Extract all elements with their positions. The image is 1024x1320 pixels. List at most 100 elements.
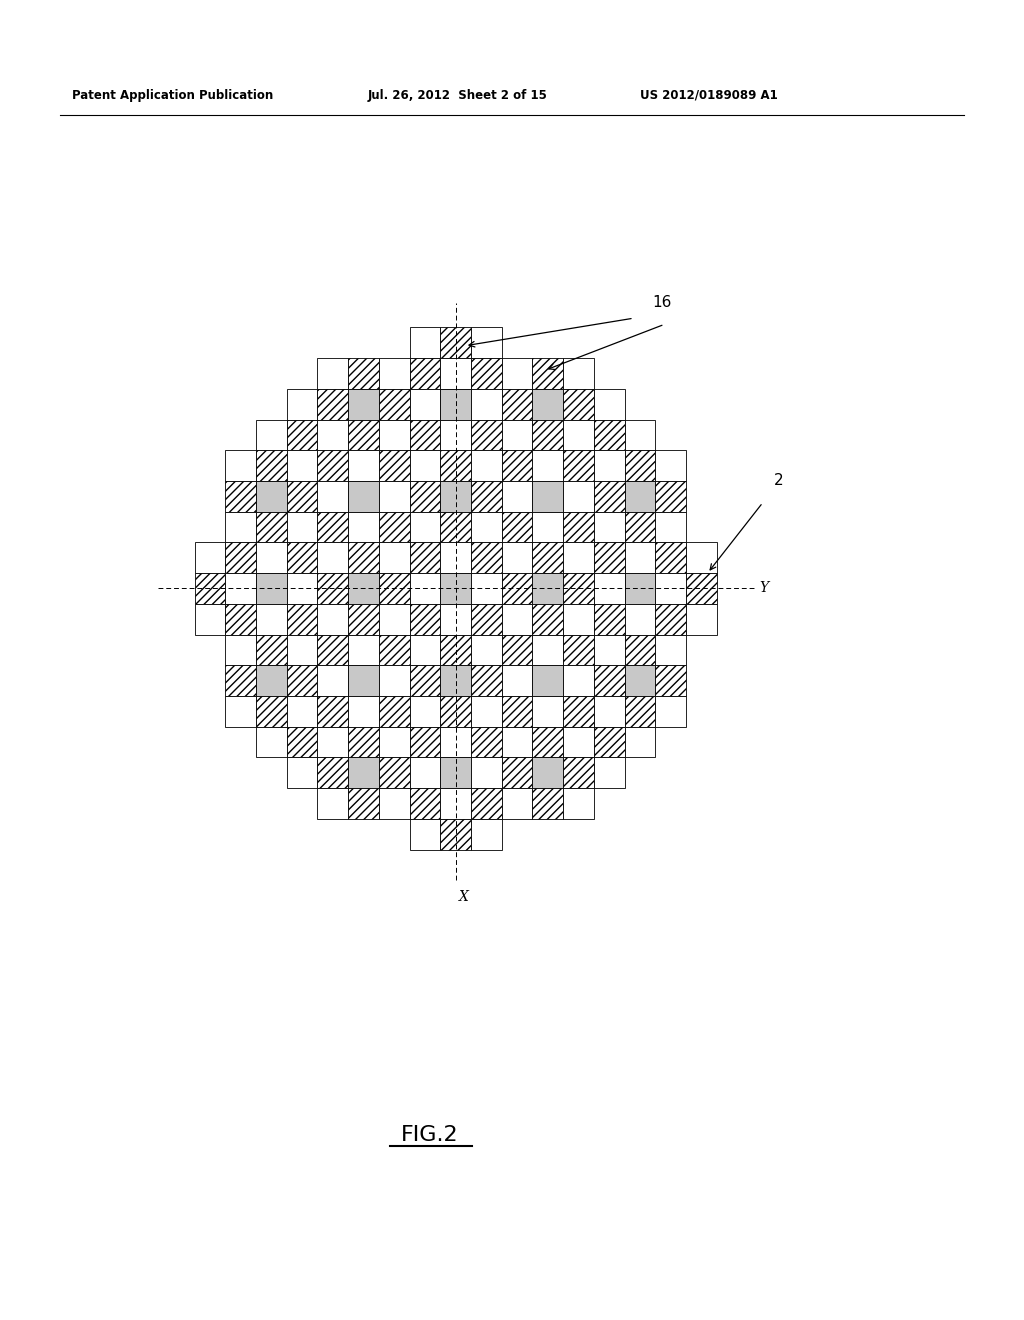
Bar — [625, 635, 655, 665]
Bar — [440, 788, 471, 818]
Bar — [348, 788, 379, 818]
Bar — [410, 818, 440, 850]
Bar — [440, 727, 471, 758]
Bar — [532, 696, 563, 727]
Bar — [686, 603, 717, 635]
Bar — [410, 665, 440, 696]
Bar — [440, 758, 471, 788]
Bar — [594, 696, 625, 727]
Bar — [563, 665, 594, 696]
Bar — [287, 665, 317, 696]
Bar — [225, 603, 256, 635]
Bar — [287, 603, 317, 635]
Bar — [594, 758, 625, 788]
Bar — [287, 512, 317, 543]
Bar — [471, 420, 502, 450]
Bar — [195, 603, 225, 635]
Bar — [625, 665, 655, 696]
Bar — [471, 603, 502, 635]
Bar — [317, 573, 348, 603]
Bar — [348, 512, 379, 543]
Bar — [440, 543, 471, 573]
Bar — [440, 635, 471, 665]
Bar — [410, 420, 440, 450]
Bar — [287, 635, 317, 665]
Bar — [225, 543, 256, 573]
Bar — [502, 573, 532, 603]
Text: 2: 2 — [773, 474, 783, 488]
Bar — [256, 543, 287, 573]
Bar — [287, 758, 317, 788]
Bar — [256, 420, 287, 450]
Bar — [471, 480, 502, 512]
Bar — [502, 358, 532, 389]
Bar — [502, 788, 532, 818]
Bar — [471, 512, 502, 543]
Bar — [287, 573, 317, 603]
Bar — [655, 450, 686, 480]
Bar — [379, 603, 410, 635]
Bar — [225, 512, 256, 543]
Bar — [502, 696, 532, 727]
Bar — [594, 573, 625, 603]
Bar — [471, 788, 502, 818]
Bar — [287, 389, 317, 420]
Bar — [532, 450, 563, 480]
Bar — [256, 603, 287, 635]
Bar — [379, 358, 410, 389]
Bar — [287, 696, 317, 727]
Bar — [256, 480, 287, 512]
Bar — [655, 603, 686, 635]
Bar — [317, 758, 348, 788]
Bar — [594, 665, 625, 696]
Bar — [195, 543, 225, 573]
Bar — [502, 665, 532, 696]
Bar — [655, 665, 686, 696]
Bar — [317, 665, 348, 696]
Bar — [686, 573, 717, 603]
Bar — [625, 543, 655, 573]
Bar — [256, 573, 287, 603]
Text: 16: 16 — [652, 296, 671, 310]
Bar — [317, 389, 348, 420]
Bar — [410, 635, 440, 665]
Bar — [502, 758, 532, 788]
Text: X: X — [459, 890, 469, 903]
Bar — [625, 696, 655, 727]
Bar — [563, 758, 594, 788]
Bar — [410, 480, 440, 512]
Bar — [440, 603, 471, 635]
Bar — [317, 512, 348, 543]
Bar — [410, 573, 440, 603]
Bar — [317, 358, 348, 389]
Text: US 2012/0189089 A1: US 2012/0189089 A1 — [640, 88, 778, 102]
Bar — [348, 450, 379, 480]
Bar — [532, 573, 563, 603]
Bar — [379, 727, 410, 758]
Bar — [440, 327, 471, 358]
Bar — [532, 788, 563, 818]
Bar — [563, 389, 594, 420]
Bar — [317, 727, 348, 758]
Bar — [287, 727, 317, 758]
Bar — [440, 696, 471, 727]
Bar — [348, 758, 379, 788]
Bar — [256, 512, 287, 543]
Bar — [532, 603, 563, 635]
Bar — [440, 665, 471, 696]
Text: Jul. 26, 2012  Sheet 2 of 15: Jul. 26, 2012 Sheet 2 of 15 — [368, 88, 548, 102]
Bar — [471, 327, 502, 358]
Bar — [502, 543, 532, 573]
Bar — [256, 665, 287, 696]
Bar — [440, 480, 471, 512]
Bar — [563, 450, 594, 480]
Bar — [317, 603, 348, 635]
Bar — [317, 788, 348, 818]
Bar — [348, 358, 379, 389]
Bar — [686, 543, 717, 573]
Bar — [594, 420, 625, 450]
Bar — [594, 635, 625, 665]
Bar — [410, 696, 440, 727]
Bar — [379, 788, 410, 818]
Bar — [502, 420, 532, 450]
